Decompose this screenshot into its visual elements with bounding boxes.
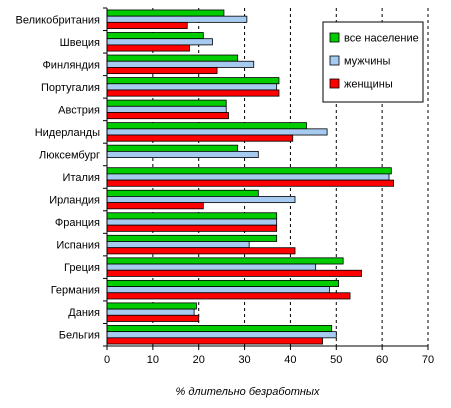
x-tick-label: 10 — [147, 354, 159, 366]
bar — [106, 21, 188, 29]
bar — [106, 144, 239, 152]
bar — [106, 314, 200, 322]
legend-label: мужчины — [344, 56, 390, 68]
bar — [106, 122, 307, 130]
category-label: Великобритания — [16, 14, 101, 26]
x-tick-label: 0 — [104, 354, 110, 366]
bar — [106, 247, 296, 255]
bar — [106, 44, 190, 52]
category-label: Португалия — [41, 82, 100, 94]
legend: все население мужчины женщины — [322, 21, 424, 103]
bar — [106, 212, 278, 220]
bar — [106, 224, 278, 232]
bar — [106, 83, 278, 91]
bar — [106, 150, 259, 158]
x-tick-label: 20 — [193, 354, 205, 366]
category-label: Финляндия — [42, 59, 100, 71]
category-label: Италия — [63, 172, 101, 184]
bars — [106, 9, 395, 345]
legend-box — [322, 21, 424, 103]
x-tick-label: 50 — [330, 354, 342, 366]
x-tick-label: 30 — [238, 354, 250, 366]
category-labels: Великобритания Швеция Финляндия Португалия А… — [16, 14, 101, 341]
bar — [106, 269, 362, 277]
bar — [106, 292, 351, 300]
bar — [106, 337, 323, 345]
bar — [106, 54, 239, 62]
x-axis-title: % длительно безработных — [175, 386, 320, 398]
x-axis: 0 10 20 30 40 50 60 70 — [103, 7, 434, 366]
category-label: Греция — [64, 262, 100, 274]
bar — [106, 9, 225, 17]
bar — [106, 302, 197, 310]
category-label: Дания — [68, 307, 100, 319]
bar — [106, 105, 227, 113]
bar — [106, 325, 333, 333]
legend-swatch — [329, 32, 340, 43]
bar — [106, 167, 392, 175]
bar — [106, 112, 229, 120]
bar — [106, 179, 395, 187]
bar — [106, 218, 278, 226]
bar — [106, 67, 218, 75]
bar — [106, 89, 280, 97]
legend-swatch — [329, 55, 340, 66]
legend-label: женщины — [344, 79, 393, 91]
category-label: Бельгия — [59, 330, 100, 342]
legend-label: все население — [344, 33, 419, 45]
bar — [106, 189, 259, 197]
bar — [106, 257, 344, 265]
bar — [106, 241, 250, 249]
bar — [106, 15, 248, 23]
category-label: Швеция — [60, 37, 100, 49]
x-tick-label: 70 — [422, 354, 434, 366]
category-label: Нидерланды — [35, 127, 100, 139]
bar — [106, 60, 255, 68]
bar — [106, 77, 280, 85]
bar — [106, 202, 204, 210]
bar — [106, 308, 195, 316]
bar — [106, 331, 337, 339]
legend-swatch — [329, 78, 340, 89]
category-label: Австрия — [58, 104, 100, 116]
bar — [106, 134, 294, 142]
category-label: Люксембург — [39, 149, 100, 161]
bar — [106, 38, 213, 46]
bar — [106, 234, 278, 242]
x-tick-label: 60 — [376, 354, 388, 366]
bar — [106, 128, 328, 136]
category-label: Ирландия — [49, 195, 100, 207]
category-label: Франция — [55, 217, 100, 229]
bar — [106, 99, 227, 107]
category-label: Германия — [51, 285, 100, 297]
bar — [106, 173, 390, 181]
bar — [106, 279, 339, 287]
bar — [106, 32, 204, 40]
category-label: Испания — [56, 240, 100, 252]
bar — [106, 286, 330, 294]
bar — [106, 263, 317, 271]
x-tick-label: 40 — [284, 354, 296, 366]
bar — [106, 196, 296, 204]
